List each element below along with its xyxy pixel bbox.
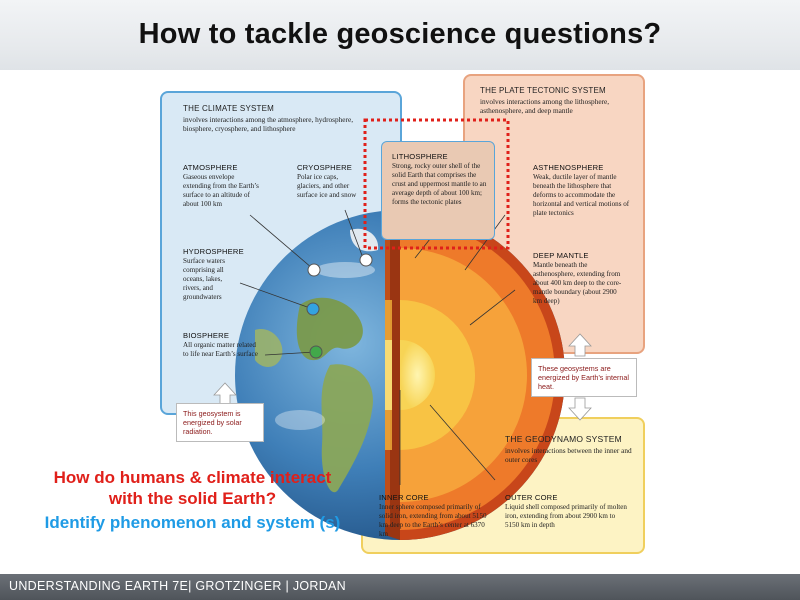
geodynamo-subtitle: involves interactions between the inner … — [505, 446, 632, 464]
cryosphere-point-icon — [307, 263, 321, 277]
geodynamo-energy-arrow-icon — [568, 397, 592, 421]
asthenosphere-desc: Weak, ductile layer of mantle beneath th… — [533, 173, 630, 217]
lithosphere-label: LITHOSPHERE — [392, 152, 448, 161]
footer-bar: UNDERSTANDING EARTH 7E| GROTZINGER | JOR… — [0, 574, 800, 600]
climate-energy-arrow-icon — [213, 382, 237, 407]
plate-subtitle: involves interactions among the lithosph… — [480, 97, 610, 115]
deep-mantle-desc: Mantle beneath the asthenosphere, extend… — [533, 261, 622, 305]
hydrosphere-desc: Surface waters comprising all oceans, la… — [183, 257, 225, 301]
outer-core-label: OUTER CORE — [505, 493, 558, 502]
atmosphere-desc: Gaseous envelope extending from the Eart… — [183, 173, 259, 208]
plate-title: THE PLATE TECTONIC SYSTEM — [480, 86, 606, 95]
lithosphere-desc: Strong, rocky outer shell of the solid E… — [392, 162, 487, 206]
plate-energy-arrow-icon — [568, 333, 592, 357]
slide-title: How to tackle geoscience questions? — [138, 18, 662, 50]
lithosphere-box — [381, 141, 495, 240]
asthenosphere-label: ASTHENOSPHERE — [533, 163, 604, 172]
climate-energy-note: This geosystem is energized by solar rad… — [176, 403, 264, 442]
outer-core-desc: Liquid shell composed primarily of molte… — [505, 503, 627, 529]
cryosphere-label: CRYOSPHERE — [297, 163, 353, 172]
atmosphere-point-icon — [359, 253, 373, 267]
climate-subtitle: involves interactions among the atmosphe… — [183, 115, 354, 133]
plate-energy-note: These geosystems are energized by Earth’… — [531, 358, 637, 397]
climate-title: THE CLIMATE SYSTEM — [183, 104, 275, 113]
lithosphere-highlight-box — [363, 118, 510, 250]
inner-core-desc: Inner sphere composed primarily of solid… — [379, 503, 487, 538]
biosphere-label: BIOSPHERE — [183, 331, 230, 340]
deep-mantle-label: DEEP MANTLE — [533, 251, 589, 260]
question-humans-climate: How do humans & climate interact with th… — [53, 468, 332, 508]
biosphere-desc: All organic matter related to life near … — [183, 341, 258, 358]
question-identify-phenomenon: Identify phenomenon and system (s) — [44, 513, 341, 532]
hydrosphere-point-icon — [306, 302, 320, 316]
inner-core-label: INNER CORE — [379, 493, 429, 502]
biosphere-point-icon — [309, 345, 323, 359]
cutaway-layers — [385, 210, 565, 540]
top-banner — [0, 0, 800, 70]
cryosphere-desc: Polar ice caps, glaciers, and other surf… — [297, 173, 357, 199]
footer-text: UNDERSTANDING EARTH 7E| GROTZINGER | JOR… — [9, 579, 347, 593]
hydrosphere-label: HYDROSPHERE — [183, 247, 244, 256]
atmosphere-label: ATMOSPHERE — [183, 163, 238, 172]
geodynamo-title: THE GEODYNAMO SYSTEM — [505, 434, 622, 444]
